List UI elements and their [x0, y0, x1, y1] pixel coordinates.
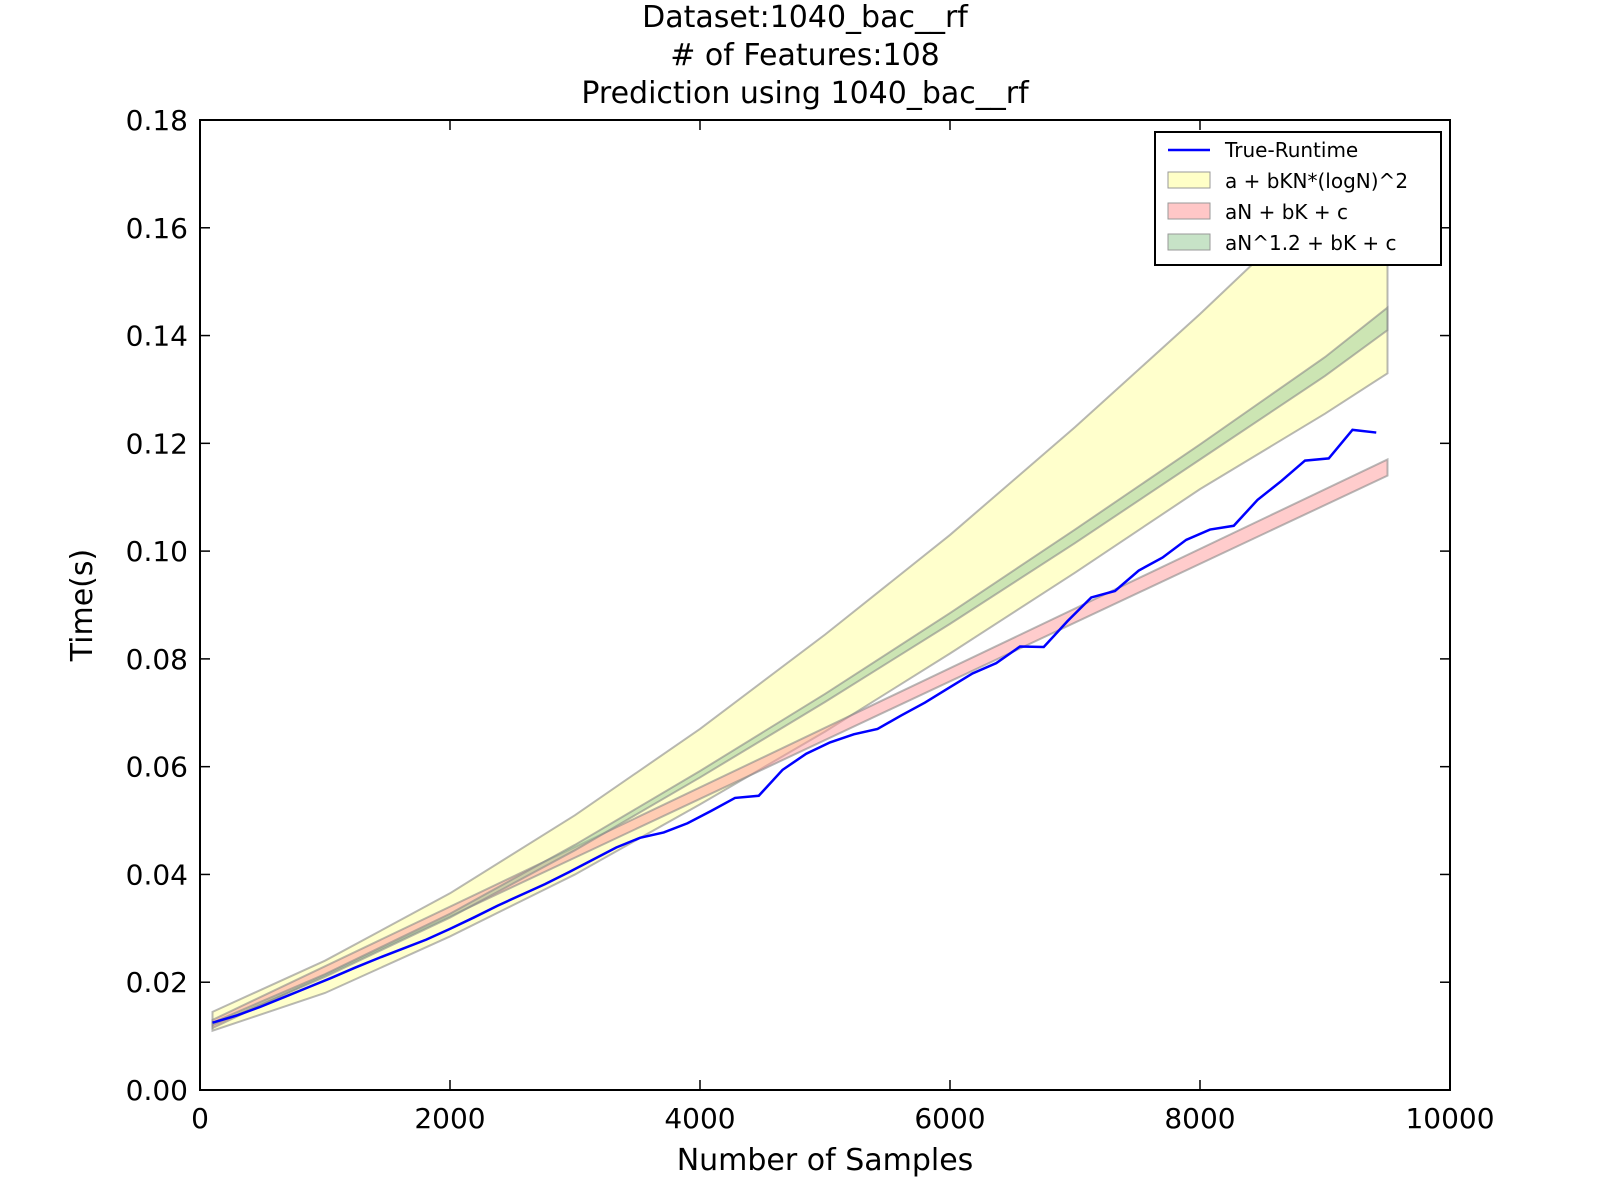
legend-swatch-nlogn-band: [1167, 171, 1211, 189]
y-tick-label: 0.00: [126, 1074, 188, 1107]
plot-area: [211, 131, 1389, 1033]
legend-swatch-linear-band: [1167, 202, 1211, 220]
y-tick-label: 0.02: [126, 966, 188, 999]
x-tick-label: 6000: [914, 1102, 985, 1135]
band-an-1-2-bk-c: [211, 305, 1389, 1027]
legend-label-linear-band: aN + bK + c: [1225, 200, 1348, 224]
line-true-runtime: [212, 428, 1377, 1024]
legend-label-nlogn-band: a + bKN*(logN)^2: [1225, 169, 1408, 193]
y-tick-label: 0.12: [126, 427, 188, 460]
legend: True-Runtime a + bKN*(logN)^2 aN + bK + …: [1154, 131, 1442, 266]
y-tick-label: 0.16: [126, 212, 188, 245]
x-tick-label: 4000: [664, 1102, 735, 1135]
legend-label-true-runtime: True-Runtime: [1224, 138, 1358, 162]
y-tick-label: 0.04: [126, 858, 188, 891]
x-tick-label: 0: [191, 1102, 209, 1135]
y-axis-label: Time(s): [65, 549, 100, 662]
band-a-bkn-logn-2: [211, 131, 1389, 1033]
axis-ticks: 0 2000 4000 6000 8000 10000 0.00 0.02 0.04 0.06 0.…: [126, 104, 1495, 1135]
x-tick-label: 2000: [414, 1102, 485, 1135]
x-tick-label: 10000: [1405, 1102, 1494, 1135]
axes-frame: [199, 119, 1451, 1091]
x-tick-label: 8000: [1164, 1102, 1235, 1135]
legend-swatch-power-band: [1167, 233, 1211, 251]
legend-label-power-band: aN^1.2 + bK + c: [1225, 231, 1397, 255]
x-axis-label: Number of Samples: [677, 1143, 974, 1178]
chart-title-line-3: Prediction using 1040_bac__rf: [581, 76, 1030, 111]
y-tick-label: 0.14: [126, 320, 188, 353]
y-tick-label: 0.10: [126, 535, 188, 568]
y-tick-label: 0.18: [126, 104, 188, 137]
y-tick-label: 0.06: [126, 751, 188, 784]
chart-title-line-1: Dataset:1040_bac__rf: [642, 0, 969, 35]
y-tick-label: 0.08: [126, 643, 188, 676]
chart-title-line-2: # of Features:108: [670, 38, 940, 73]
